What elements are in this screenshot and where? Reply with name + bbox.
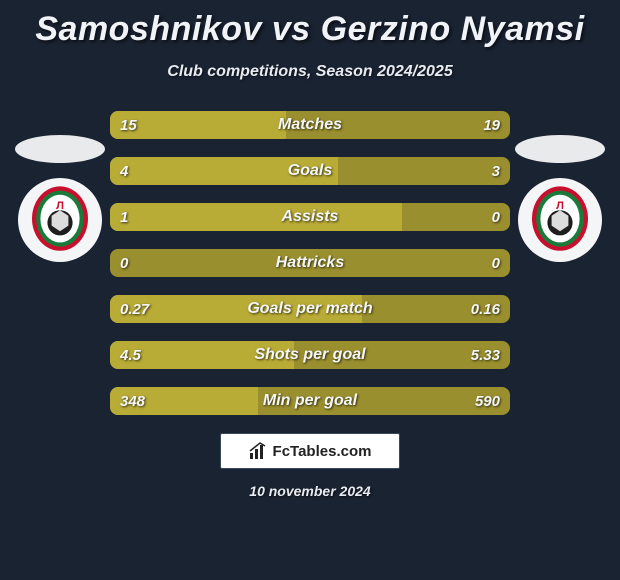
stat-label: Hattricks (110, 249, 510, 277)
stat-bar: 43Goals (110, 157, 510, 185)
stat-label: Shots per goal (110, 341, 510, 369)
stat-label: Assists (110, 203, 510, 231)
brand-text: FcTables.com (273, 443, 372, 460)
stat-label: Matches (110, 111, 510, 139)
crest-left-svg: Л (25, 185, 95, 255)
decor-ellipse-right (515, 135, 605, 163)
stat-bar: 0.270.16Goals per match (110, 295, 510, 323)
decor-ellipse-left (15, 135, 105, 163)
stat-bar: 348590Min per goal (110, 387, 510, 415)
svg-text:Л: Л (56, 200, 64, 212)
stat-bar: 10Assists (110, 203, 510, 231)
page-title: Samoshnikov vs Gerzino Nyamsi (0, 0, 620, 49)
stat-label: Goals per match (110, 295, 510, 323)
crest-left: Л (18, 178, 102, 262)
stat-label: Goals (110, 157, 510, 185)
date-text: 10 november 2024 (0, 483, 620, 499)
brand-chart-icon (249, 442, 267, 460)
stat-bar: 00Hattricks (110, 249, 510, 277)
crest-right: Л (518, 178, 602, 262)
brand-badge: FcTables.com (220, 433, 400, 469)
stat-bar: 1519Matches (110, 111, 510, 139)
stat-label: Min per goal (110, 387, 510, 415)
crest-right-svg: Л (525, 185, 595, 255)
svg-text:Л: Л (556, 200, 564, 212)
subtitle: Club competitions, Season 2024/2025 (0, 63, 620, 81)
stat-bar: 4.55.33Shots per goal (110, 341, 510, 369)
stats-container: 1519Matches 43Goals 10Assists 00Hattricks 0.… (110, 111, 510, 415)
